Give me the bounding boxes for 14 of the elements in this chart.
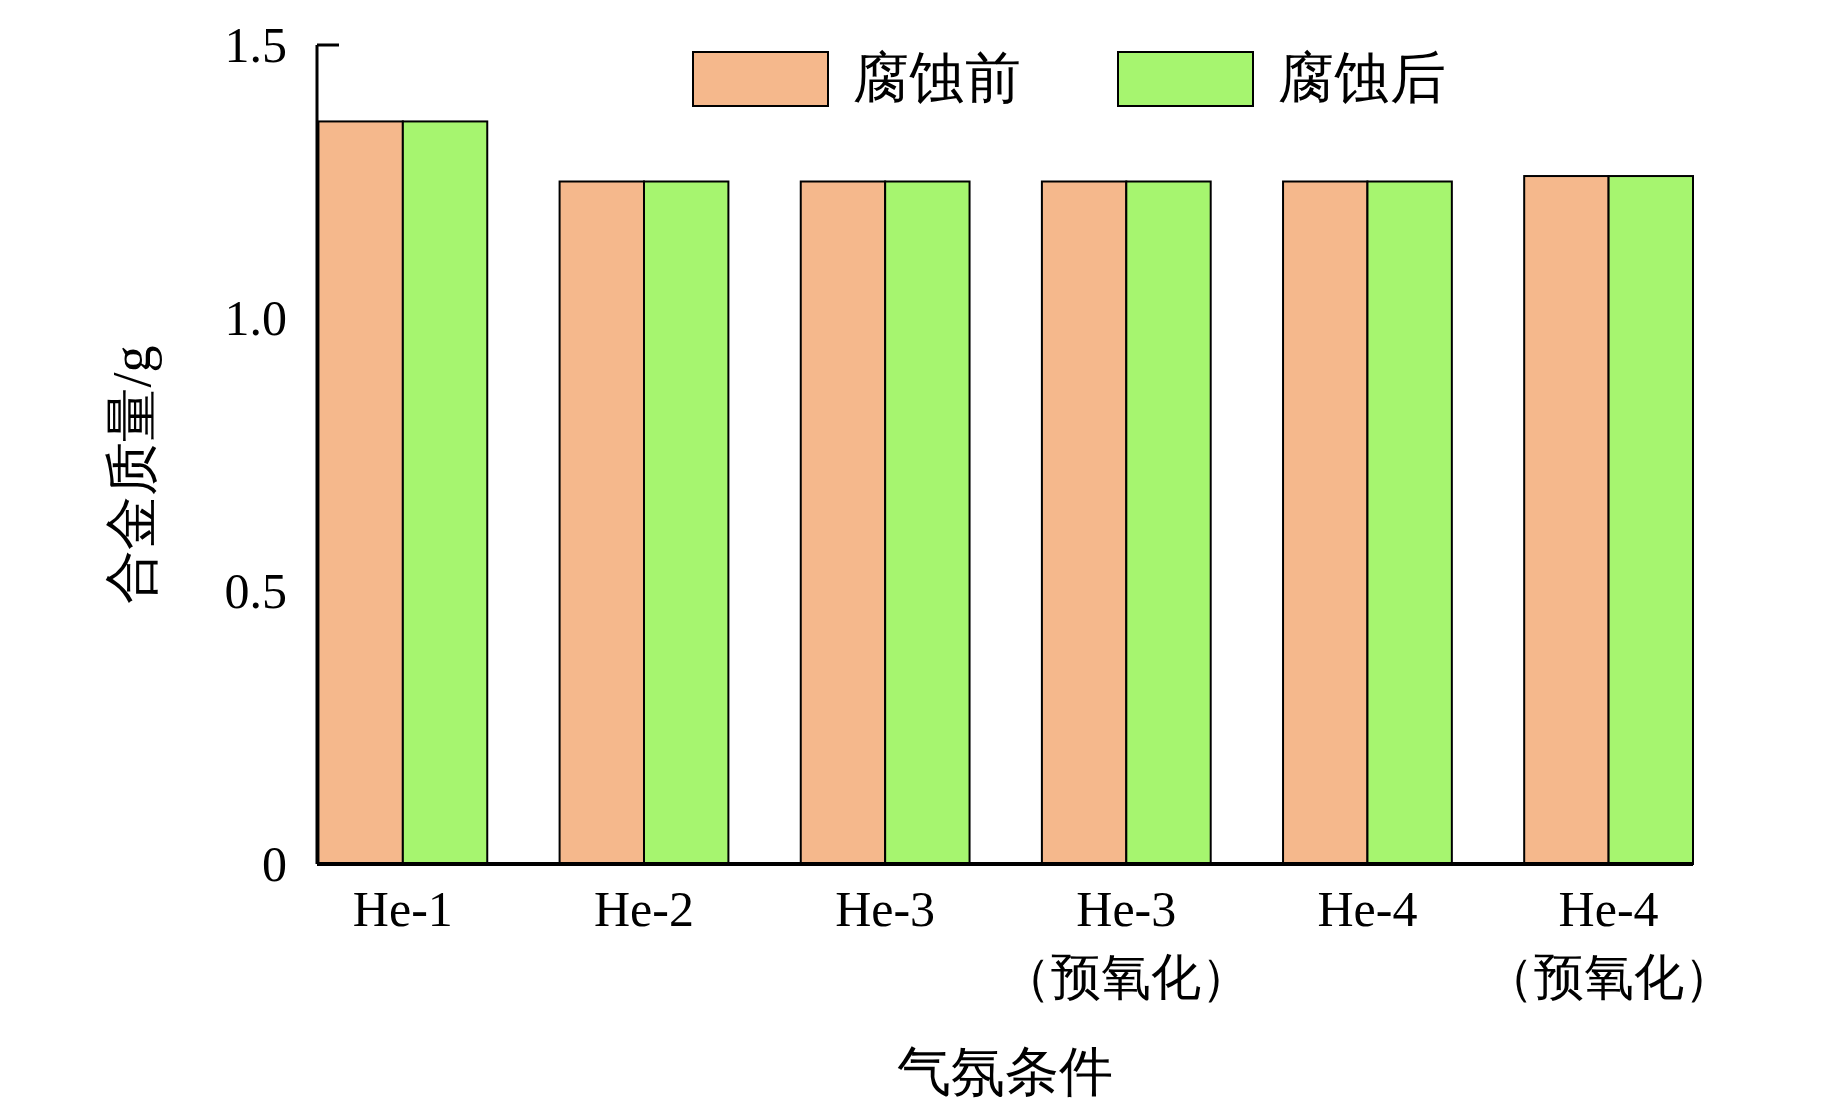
x-tick-label: He-4: [1317, 881, 1418, 937]
x-tick-label: He-4 （预氧化）: [1483, 881, 1734, 1005]
x-axis-title: 气氛条件: [897, 1042, 1113, 1102]
y-axis-title: 合金质量/g: [102, 345, 162, 604]
y-tick-label: 1.5: [224, 17, 287, 73]
y-tick-label: 0.5: [224, 563, 287, 619]
legend-label: 腐蚀后: [1278, 47, 1446, 109]
x-tick-label: He-3 （预氧化）: [1001, 881, 1252, 1005]
x-tick-label: He-3: [835, 881, 936, 937]
x-tick-label: He-1: [352, 881, 453, 937]
y-tick-label: 1.0: [224, 290, 287, 346]
legend-label: 腐蚀前: [853, 47, 1021, 109]
x-tick-label: He-2: [594, 881, 694, 937]
y-tick-label: 0: [262, 836, 287, 892]
